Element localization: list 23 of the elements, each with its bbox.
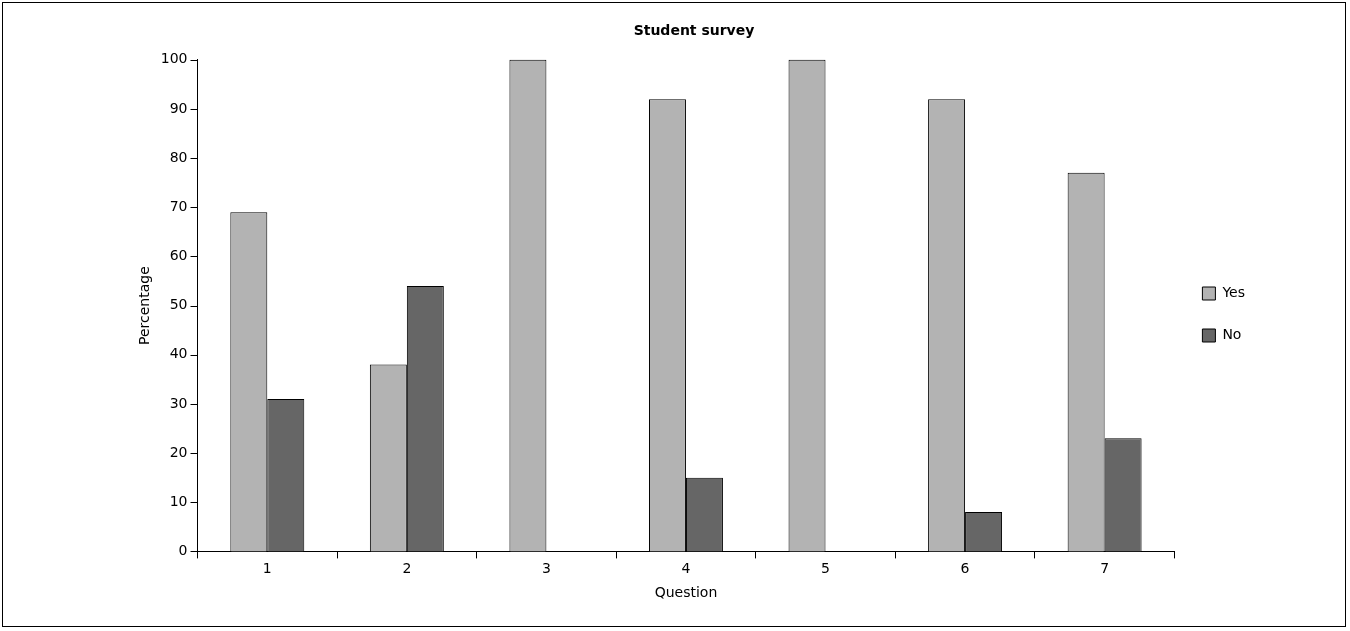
y-tick-label: 90 — [169, 99, 188, 116]
y-tick-label: 0 — [178, 542, 188, 559]
x-tick-label: 1 — [262, 560, 272, 577]
y-tick-label: 70 — [169, 197, 188, 214]
y-tick-label: 30 — [169, 394, 188, 411]
legend-label: Yes — [1221, 284, 1246, 301]
x-tick-label: 5 — [821, 560, 830, 577]
y-tick-label: 20 — [169, 443, 188, 460]
y-tick-label: 80 — [169, 148, 188, 165]
x-tick-label: 2 — [402, 560, 412, 577]
chart-title: Student survey — [633, 22, 755, 39]
legend-label: No — [1222, 326, 1242, 343]
y-tick-label: 100 — [160, 50, 188, 67]
x-axis-title: Question — [654, 584, 718, 601]
y-axis-title: Percentage — [136, 266, 153, 345]
y-tick-label: 60 — [169, 247, 188, 264]
y-tick-label: 50 — [169, 296, 188, 313]
y-tick-label: 40 — [169, 345, 188, 362]
y-tick-label: 10 — [169, 492, 188, 509]
x-tick-label: 7 — [1100, 560, 1110, 577]
x-tick-label: 4 — [681, 560, 691, 577]
x-tick-label: 3 — [541, 560, 551, 577]
x-tick-label: 6 — [960, 560, 970, 577]
